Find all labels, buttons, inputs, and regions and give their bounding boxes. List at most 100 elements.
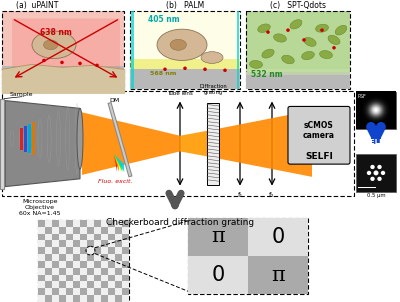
Bar	[45, 220, 52, 227]
Bar	[52, 220, 59, 227]
Text: (c)   SPT-Qdots: (c) SPT-Qdots	[270, 1, 326, 10]
Bar	[246, 72, 350, 89]
Bar	[52, 295, 59, 302]
Bar	[80, 227, 87, 233]
Circle shape	[377, 177, 382, 181]
Bar	[66, 295, 73, 302]
Bar	[358, 187, 376, 188]
Bar	[45, 240, 52, 247]
Bar	[0, 99, 4, 188]
Bar	[115, 268, 122, 275]
Bar	[73, 240, 80, 247]
Bar	[108, 227, 115, 233]
Bar	[52, 261, 59, 268]
Text: 532 nm: 532 nm	[251, 70, 283, 79]
Ellipse shape	[282, 55, 294, 64]
Bar	[66, 233, 73, 240]
Bar	[115, 281, 122, 288]
Text: Tube lens: Tube lens	[167, 91, 193, 96]
Bar	[94, 268, 101, 275]
Bar	[115, 254, 122, 261]
Bar	[73, 275, 80, 281]
Bar	[122, 261, 129, 268]
Bar	[108, 268, 115, 275]
Circle shape	[78, 62, 82, 65]
Text: Microscope
Objective
60x NA=1.45: Microscope Objective 60x NA=1.45	[19, 199, 61, 216]
Bar	[131, 11, 134, 89]
Circle shape	[377, 165, 382, 169]
Bar	[38, 261, 45, 268]
Bar	[28, 124, 31, 153]
Bar	[115, 295, 122, 302]
Bar	[101, 247, 108, 254]
Bar	[66, 240, 73, 247]
Bar	[59, 247, 66, 254]
Bar	[122, 247, 129, 254]
Polygon shape	[114, 154, 122, 172]
Bar	[94, 247, 101, 254]
Text: Diffraction
grating: Diffraction grating	[199, 84, 227, 95]
Ellipse shape	[328, 35, 340, 45]
Bar	[45, 233, 52, 240]
Bar	[80, 268, 87, 275]
Circle shape	[302, 38, 306, 42]
Bar	[38, 220, 129, 302]
Bar	[248, 218, 308, 256]
Text: PSF: PSF	[358, 94, 366, 99]
Ellipse shape	[316, 24, 328, 32]
Bar	[122, 268, 129, 275]
Bar	[45, 254, 52, 261]
Bar	[108, 240, 115, 247]
Bar	[52, 240, 59, 247]
Bar	[73, 247, 80, 254]
Circle shape	[286, 28, 290, 32]
Bar	[45, 261, 52, 268]
Bar	[73, 227, 80, 233]
Bar	[108, 281, 115, 288]
Bar	[87, 268, 94, 275]
Bar	[356, 92, 396, 129]
Text: π: π	[271, 266, 285, 284]
Bar	[52, 275, 59, 281]
Bar	[45, 268, 52, 275]
Bar	[101, 220, 108, 227]
Ellipse shape	[290, 20, 302, 29]
Bar	[59, 254, 66, 261]
Bar	[80, 247, 87, 254]
Bar	[108, 275, 115, 281]
Circle shape	[95, 64, 99, 67]
Bar	[101, 288, 108, 295]
Bar	[66, 281, 73, 288]
Polygon shape	[2, 101, 5, 187]
Bar	[122, 295, 129, 302]
Bar	[115, 240, 122, 247]
Bar	[80, 261, 87, 268]
Bar	[59, 261, 66, 268]
FancyBboxPatch shape	[288, 106, 350, 164]
Text: sCMOS
camera: sCMOS camera	[303, 121, 335, 140]
Bar	[32, 122, 35, 155]
Circle shape	[42, 59, 46, 62]
Bar	[87, 295, 94, 302]
Bar	[45, 247, 52, 254]
Circle shape	[374, 171, 378, 175]
Polygon shape	[212, 110, 312, 177]
Ellipse shape	[44, 40, 58, 50]
Bar	[122, 288, 129, 295]
Bar	[101, 281, 108, 288]
Bar	[108, 288, 115, 295]
Bar	[101, 261, 108, 268]
Bar	[115, 233, 122, 240]
Bar	[122, 275, 129, 281]
Bar	[101, 240, 108, 247]
Bar	[73, 233, 80, 240]
Bar	[115, 261, 122, 268]
Bar	[87, 288, 94, 295]
Bar	[45, 227, 52, 233]
Bar	[59, 281, 66, 288]
Bar	[94, 227, 101, 233]
Bar	[122, 254, 129, 261]
Bar	[94, 275, 101, 281]
Bar	[246, 11, 350, 89]
FancyArrowPatch shape	[371, 127, 381, 139]
